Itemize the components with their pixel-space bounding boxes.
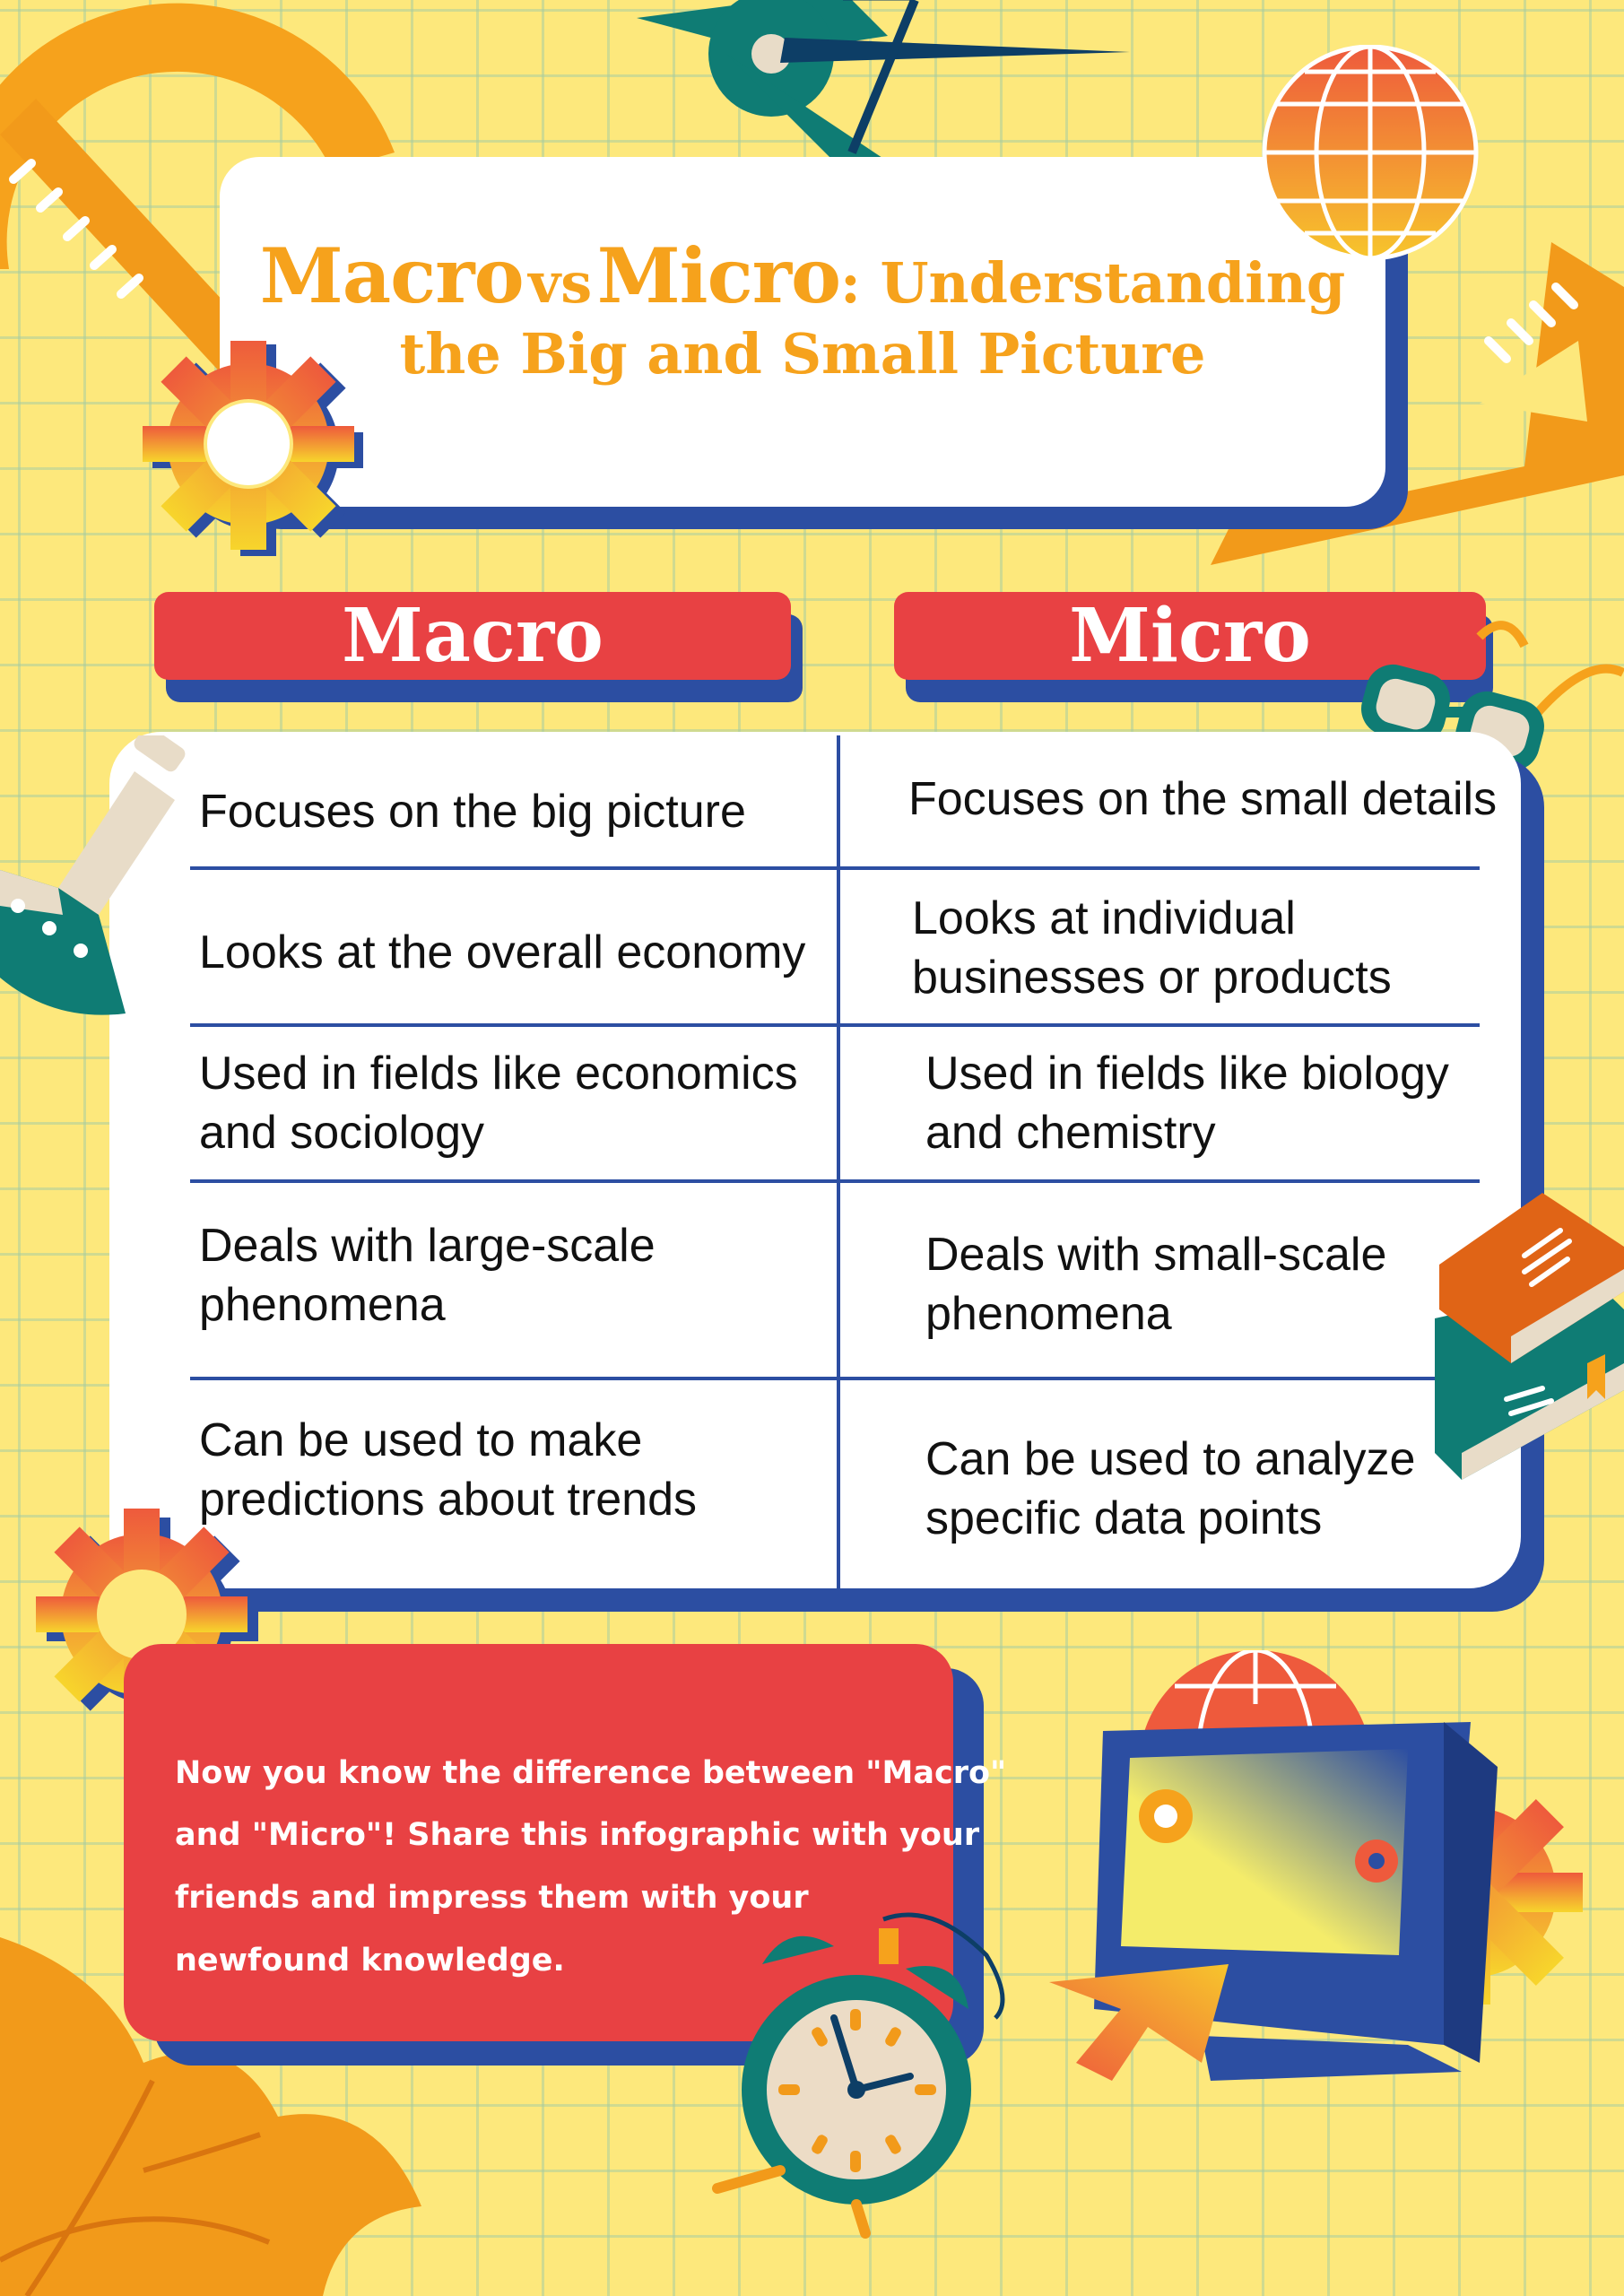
page-title-line-1: Macro vs Micro: Understanding (220, 231, 1385, 320)
cell-text: predictions about trends (199, 1474, 698, 1526)
books-icon (1435, 1193, 1624, 1480)
table-cell-macro: Used in fields like economics and sociol… (199, 1044, 798, 1162)
cell-text: phenomena (925, 1288, 1172, 1340)
cell-text: phenomena (199, 1279, 446, 1331)
protractor-icon (0, 3, 395, 269)
cell-text: Can be used to make (199, 1414, 643, 1466)
title-word-micro: Micro (596, 231, 841, 320)
cell-text: Looks at individual (912, 892, 1296, 944)
column-divider (837, 735, 840, 1590)
note-line: Now you know the difference between "Mac… (175, 1755, 1007, 1791)
note-box (124, 1644, 953, 2041)
computer-icon (1049, 1650, 1583, 2081)
cell-text: and sociology (199, 1107, 484, 1159)
comparison-table (109, 732, 1521, 1588)
alarm-clock-icon (712, 1912, 1005, 2239)
note-line: newfound knowledge. (175, 1943, 565, 1979)
row-divider (190, 1179, 1480, 1183)
table-cell-micro: Used in fields like biology and chemistr… (925, 1044, 1449, 1162)
flask-icon (0, 735, 186, 1015)
row-divider (190, 1023, 1480, 1027)
title-rest-line1: : Understanding (840, 250, 1346, 316)
cell-text: Focuses on the small details (908, 773, 1498, 825)
cell-text: and chemistry (925, 1107, 1216, 1159)
gear-icon (143, 341, 363, 556)
table-cell-micro: Looks at individual businesses or produc… (912, 889, 1392, 1007)
table-cell-micro: Deals with small-scale phenomena (925, 1225, 1386, 1344)
cell-text: Can be used to analyze (925, 1433, 1416, 1485)
globe-icon (1262, 45, 1479, 261)
note-line: and "Micro"! Share this infographic with… (175, 1817, 980, 1853)
column-header-macro: Macro (154, 592, 791, 680)
cell-text: Looks at the overall economy (199, 926, 806, 978)
column-header-micro: Micro (894, 592, 1486, 680)
table-cell-macro: Focuses on the big picture (199, 782, 746, 841)
table-cell-micro: Focuses on the small details (908, 770, 1497, 829)
title-word-macro: Macro (259, 231, 525, 320)
table-cell-macro: Can be used to make predictions about tr… (199, 1411, 697, 1529)
row-divider (190, 866, 1480, 870)
cell-text: Focuses on the big picture (199, 786, 746, 838)
title-word-vs: vs (528, 250, 593, 316)
cell-text: Deals with small-scale (925, 1229, 1387, 1281)
cell-text: specific data points (925, 1492, 1323, 1544)
page-title-line-2: the Big and Small Picture (399, 321, 1206, 387)
set-square-icon (1211, 242, 1624, 565)
leaf-icon (0, 1937, 421, 2296)
note-line: friends and impress them with your (175, 1880, 809, 1916)
cell-text: businesses or products (912, 952, 1392, 1004)
cell-text: Deals with large-scale (199, 1220, 656, 1272)
title-card (220, 157, 1385, 507)
scissors-icon (637, 0, 1130, 161)
row-divider (190, 1377, 1480, 1380)
table-cell-macro: Deals with large-scale phenomena (199, 1216, 656, 1335)
table-cell-micro: Can be used to analyze specific data poi… (925, 1430, 1415, 1548)
ruler-icon (0, 99, 260, 377)
cell-text: Used in fields like economics (199, 1048, 798, 1100)
cell-text: Used in fields like biology (925, 1048, 1449, 1100)
table-cell-macro: Looks at the overall economy (199, 923, 805, 982)
